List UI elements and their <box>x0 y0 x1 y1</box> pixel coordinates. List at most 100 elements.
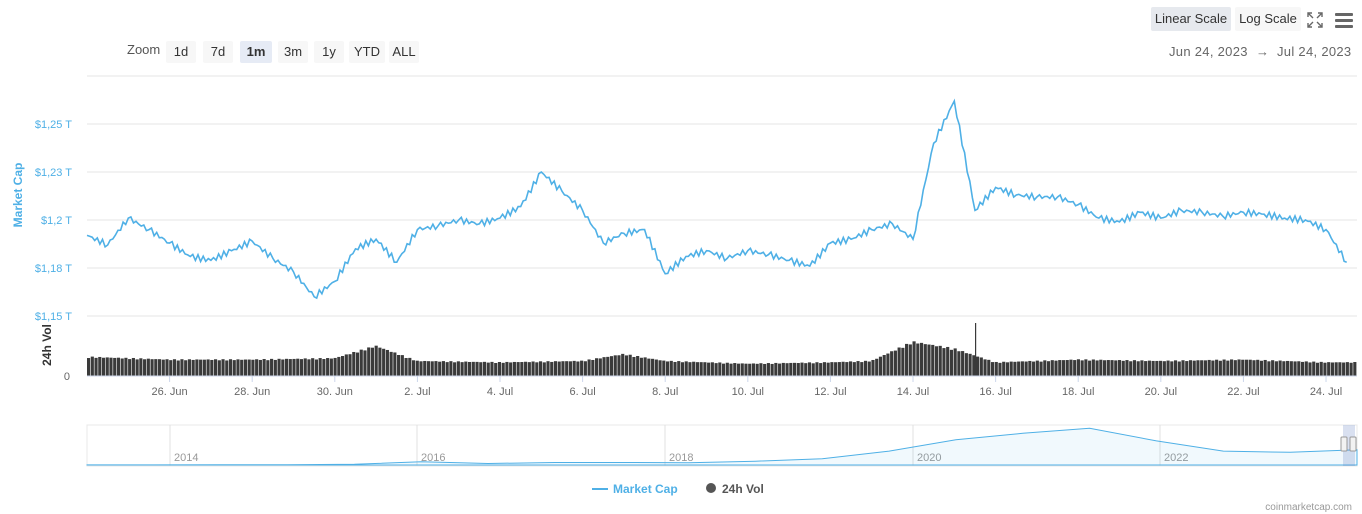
volume-bar <box>755 363 759 376</box>
volume-bar <box>128 359 132 376</box>
volume-bar <box>1024 361 1028 376</box>
volume-bar <box>882 355 886 376</box>
volume-bar <box>542 362 546 376</box>
credit-link[interactable]: coinmarketcap.com <box>1265 502 1352 513</box>
volume-bar <box>1345 362 1349 376</box>
volume-bar <box>1267 361 1271 376</box>
range-arrow: → <box>1256 44 1270 59</box>
volume-bar <box>546 361 550 376</box>
volume-bar <box>299 359 304 376</box>
volume-bar <box>1293 361 1297 376</box>
zoom-1m-button[interactable]: 1m <box>240 41 272 63</box>
volume-bar <box>105 357 109 376</box>
volume-bar <box>856 361 860 376</box>
volume-bar <box>804 363 808 376</box>
volume-bar <box>1297 361 1301 376</box>
volume-bar <box>729 363 733 376</box>
volume-bar <box>497 362 502 376</box>
navigator-handle-right[interactable] <box>1349 436 1357 452</box>
volume-bar <box>901 347 905 376</box>
volume-bar <box>482 361 487 376</box>
zoom-1y-button[interactable]: 1y <box>314 41 344 63</box>
volume-bar <box>1099 359 1103 376</box>
volume-bar <box>1151 360 1155 376</box>
volume-bar <box>1043 360 1047 376</box>
menu-icon[interactable] <box>1334 11 1354 29</box>
volume-bar <box>976 356 980 376</box>
volume-bar <box>1050 360 1054 376</box>
volume-bar <box>998 362 1002 376</box>
volume-bar <box>595 358 599 376</box>
range-to[interactable]: Jul 24, 2023 <box>1277 44 1352 59</box>
volume-bar <box>243 359 248 376</box>
volume-bar <box>722 363 726 376</box>
volume-bar <box>311 358 315 376</box>
navigator-selection[interactable] <box>1343 425 1355 466</box>
volume-bar <box>307 359 311 376</box>
volume-bar <box>1218 360 1222 376</box>
x-tick-label: 16. Jul <box>979 386 1011 398</box>
volume-bar <box>1058 360 1062 376</box>
zoom-1d-button[interactable]: 1d <box>166 41 196 63</box>
volume-bar <box>199 359 203 376</box>
volume-bar <box>774 362 778 376</box>
volume-bar <box>262 359 266 376</box>
volume-bar <box>344 354 348 376</box>
volume-bar <box>684 361 688 376</box>
volume-bar <box>154 359 158 376</box>
volume-bar <box>968 353 972 376</box>
volume-bar <box>1196 360 1200 376</box>
zoom-all-button[interactable]: ALL <box>389 41 419 63</box>
volume-bar <box>400 355 404 376</box>
volume-bar <box>359 349 363 376</box>
navigator-handle-left[interactable] <box>1340 436 1348 452</box>
volume-bar <box>886 353 890 376</box>
volume-bar <box>826 362 830 376</box>
log-scale-button[interactable]: Log Scale <box>1235 7 1301 31</box>
x-tick-label: 4. Jul <box>487 386 513 398</box>
volume-bar <box>695 362 699 376</box>
volume-bar <box>680 362 685 376</box>
volume-bar <box>214 359 218 376</box>
zoom-3m-button[interactable]: 3m <box>278 41 308 63</box>
volume-bar <box>1140 360 1144 376</box>
volume-bar <box>468 361 472 376</box>
zoom-7d-button[interactable]: 7d <box>203 41 233 63</box>
volume-bar <box>669 360 673 376</box>
volume-bar <box>202 359 206 376</box>
volume-bar <box>557 361 561 376</box>
volume-bar <box>94 357 98 376</box>
volume-bar <box>1353 362 1357 376</box>
volume-bar <box>352 351 356 376</box>
volume-bar <box>1005 362 1010 376</box>
volume-bar <box>703 362 707 376</box>
legend: Market Cap 24h Vol <box>592 482 764 496</box>
x-tick-label: 10. Jul <box>732 386 764 398</box>
volume-bar <box>232 360 236 376</box>
volume-bar <box>370 347 375 376</box>
volume-bar <box>766 363 770 376</box>
volume-bar <box>1129 361 1133 376</box>
volume-bar <box>632 356 636 376</box>
volume-bar <box>341 356 345 376</box>
volume-bar <box>878 356 883 376</box>
volume-bar <box>1091 359 1095 376</box>
navigator[interactable]: 2014 2016 2018 2020 2022 <box>86 424 1358 467</box>
volume-bar <box>434 361 438 376</box>
range-from[interactable]: Jun 24, 2023 <box>1169 44 1248 59</box>
volume-bar <box>1159 360 1163 376</box>
volume-bar <box>292 358 296 376</box>
volume-bar <box>382 348 386 376</box>
legend-volume[interactable]: 24h Vol <box>722 482 764 496</box>
volume-bar <box>1327 362 1331 376</box>
volume-bar <box>1282 361 1286 376</box>
volume-bar <box>636 356 640 376</box>
volume-bar <box>460 362 464 376</box>
linear-scale-button[interactable]: Linear Scale <box>1151 7 1231 31</box>
zoom-ytd-button[interactable]: YTD <box>349 41 385 63</box>
volume-bar <box>251 359 255 376</box>
legend-market-cap[interactable]: Market Cap <box>613 482 678 496</box>
fullscreen-icon[interactable] <box>1306 11 1324 29</box>
volume-bar <box>255 359 259 376</box>
